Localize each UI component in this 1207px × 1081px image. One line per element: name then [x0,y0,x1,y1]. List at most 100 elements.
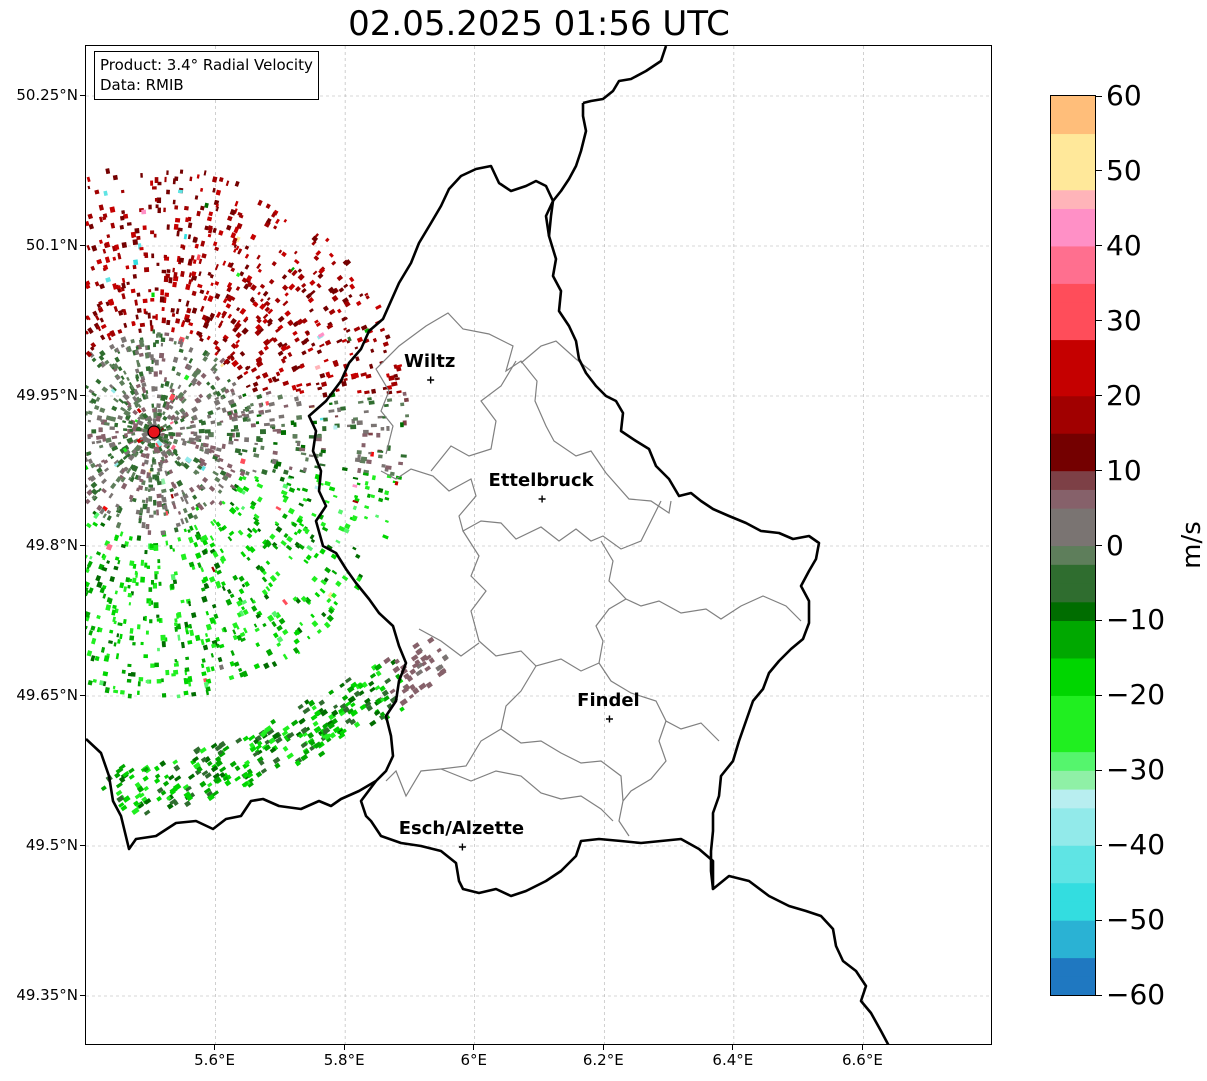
colorbar-tick [1096,320,1102,322]
echo-pixel [288,555,293,560]
echo-pixel [172,759,179,765]
echo-pixel [346,685,355,693]
echo-pixel [351,514,358,522]
echo-pixel [229,501,235,507]
echo-pixel [352,499,359,504]
echo-pixel [272,337,278,343]
echo-pixel [132,274,137,279]
echo-pixel [235,322,242,329]
echo-pixel [138,352,144,358]
echo-pixel [178,348,184,353]
echo-pixel [315,250,322,256]
echo-pixel [86,650,93,657]
echo-pixel [138,339,144,345]
echo-pixel [86,244,91,251]
echo-pixel [121,210,126,215]
echo-pixel [173,662,179,667]
echo-pixel [134,299,138,306]
radar-map[interactable] [86,46,992,1045]
echo-pixel [201,658,206,663]
echo-pixel [109,383,114,389]
echo-pixel [269,418,275,422]
echo-pixel [301,350,307,356]
map-panel[interactable] [85,45,992,1045]
echo-pixel [148,477,153,483]
echo-pixel [103,655,110,662]
echo-pixel [305,554,312,561]
echo-pixel [250,284,257,292]
echo-pixel [101,553,106,559]
echo-pixel [273,378,280,383]
echo-pixel [109,629,114,634]
echo-pixel [265,390,272,396]
echo-pixel [119,582,125,589]
echo-pixel [220,386,228,393]
echo-pixel [198,457,206,464]
echo-pixel [132,641,136,646]
echo-pixel [94,463,99,468]
echo-pixel [314,319,319,324]
echo-pixel [152,186,157,190]
echo-pixel [224,779,232,787]
echo-pixel [137,681,141,687]
echo-pixel [182,507,188,514]
echo-pixel [196,254,201,261]
colorbar-tick [1096,994,1102,996]
colorbar-tick [1096,170,1102,172]
echo-pixel [138,792,145,799]
echo-pixel [343,527,350,534]
echo-pixel [91,441,96,445]
echo-pixel [322,305,329,312]
echo-pixel [306,497,312,503]
echo-pixel [86,488,94,496]
echo-pixel [109,330,116,338]
echo-pixel [281,284,289,291]
echo-pixel [255,642,261,648]
echo-pixel [156,262,160,266]
echo-pixel [120,406,126,412]
echo-pixel [240,505,246,511]
echo-pixel [160,289,165,296]
echo-pixel [110,388,116,394]
echo-pixel [259,303,266,310]
echo-pixel [215,521,222,528]
echo-pixel [152,457,155,463]
echo-pixel [152,418,157,424]
echo-pixel [148,204,152,210]
echo-pixel [237,248,243,254]
echo-pixel [283,532,289,539]
echo-pixel [137,802,144,809]
echo-pixel [173,764,181,772]
echo-pixel [283,469,289,475]
lat-tick-label: 49.65°N [16,686,78,704]
colorbar-segment [1051,170,1095,191]
echo-pixel [137,485,144,491]
echo-pixel [86,482,89,489]
echo-pixel [98,627,103,633]
echo-pixel [308,308,314,313]
echo-pixel [168,432,174,436]
echo-pixel [96,440,102,444]
lon-tick-label: 6.2°E [582,1051,624,1069]
echo-pixel [230,232,237,239]
echo-pixel [130,288,136,294]
echo-pixel [283,218,288,223]
echo-pixel [176,230,180,237]
echo-pixel [300,741,308,749]
echo-pixel [308,435,315,439]
echo-pixel [122,795,131,803]
echo-pixel [89,346,95,351]
echo-pixel [184,517,189,524]
echo-pixel [217,749,224,756]
echo-pixel [120,476,126,483]
lon-tick [602,1045,604,1050]
lat-tick [80,694,85,696]
echo-pixel [133,438,139,444]
country-borders [86,46,890,1044]
echo-pixel [190,377,198,385]
echo-pixel [111,405,118,412]
echo-pixel [168,469,174,475]
echo-pixel [294,760,302,767]
colorbar-segment [1051,601,1095,622]
echo-pixel [301,487,309,493]
